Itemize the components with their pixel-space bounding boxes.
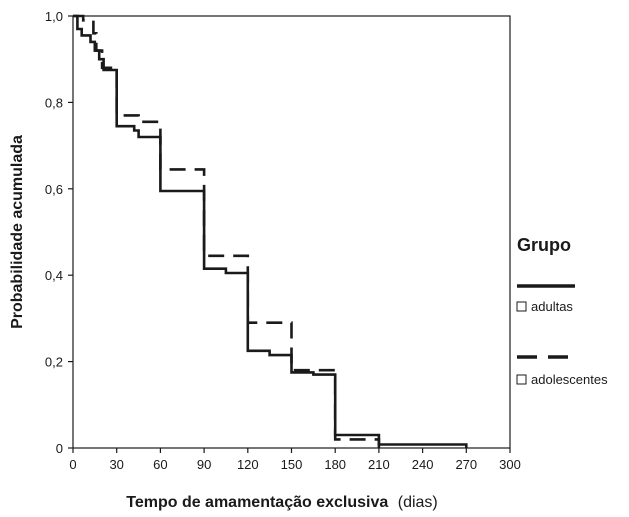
tick-labels: 0 30 60 90 120 150 180 210 240 270 300 0 0,2 0,4 0,6 0,… [45, 9, 521, 472]
series-line-adolescentes [73, 14, 381, 448]
series-line-adultas [73, 14, 468, 448]
x-tick-label: 90 [197, 457, 211, 472]
x-tick-label: 210 [368, 457, 390, 472]
x-axis-title: Tempo de amamentação exclusiva (dias) [126, 494, 438, 511]
legend-title: Grupo [517, 235, 571, 255]
legend-checkbox-adolescentes [516, 374, 527, 385]
y-axis-title: Probabilidade acumulada [9, 135, 26, 329]
axis-ticks [68, 15, 511, 453]
y-tick-label: 0,8 [45, 95, 63, 110]
y-tick-label: 1,0 [45, 9, 63, 24]
y-tick-label: 0,4 [45, 268, 63, 283]
x-tick-label: 180 [324, 457, 346, 472]
x-tick-label: 300 [499, 457, 521, 472]
legend-checkbox-adultas [516, 301, 527, 312]
x-tick-label: 270 [455, 457, 477, 472]
x-tick-label: 150 [281, 457, 303, 472]
x-tick-label: 120 [237, 457, 259, 472]
y-tick-label: 0,6 [45, 182, 63, 197]
x-axis-title-unit: (dias) [398, 494, 438, 511]
legend: Grupo adultas adolescentes [516, 235, 608, 387]
legend-label-adultas: adultas [531, 299, 573, 314]
x-axis-title-main: Tempo de amamentação exclusiva [126, 494, 388, 511]
plot-frame [72, 15, 511, 449]
plot-border [72, 15, 511, 449]
legend-label-adolescentes: adolescentes [531, 372, 608, 387]
x-tick-label: 30 [109, 457, 123, 472]
x-tick-label: 60 [153, 457, 167, 472]
y-tick-label: 0,2 [45, 355, 63, 370]
x-tick-label: 0 [69, 457, 76, 472]
series-layer [73, 14, 468, 448]
x-tick-label: 240 [412, 457, 434, 472]
y-tick-label: 0 [56, 441, 63, 456]
